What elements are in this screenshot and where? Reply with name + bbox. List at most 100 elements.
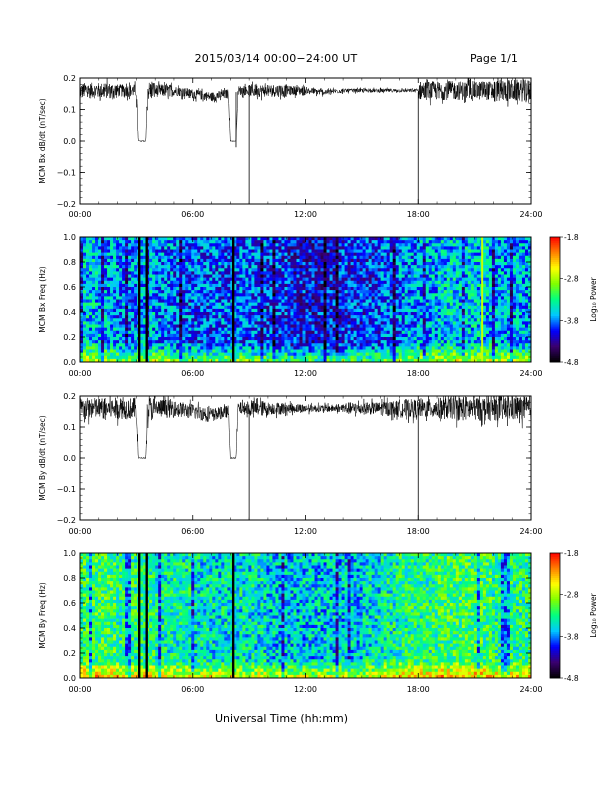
heatmap-cell — [365, 258, 369, 263]
heatmap-cell — [338, 274, 342, 278]
heatmap-cell — [206, 240, 210, 244]
heatmap-cell — [164, 240, 168, 244]
heatmap-cell — [134, 240, 138, 244]
heatmap-cell — [356, 271, 360, 275]
heatmap-cell — [392, 246, 396, 250]
heatmap-cell — [191, 349, 195, 353]
heatmap-cell — [314, 287, 318, 291]
heatmap-cell — [251, 287, 255, 291]
heatmap-cell — [410, 246, 415, 250]
heatmap-cell — [218, 324, 222, 328]
heatmap-cell — [203, 280, 207, 285]
heatmap-cell — [329, 358, 333, 363]
heatmap-cell — [134, 346, 138, 350]
heatmap-cell — [200, 352, 204, 357]
heatmap-cell — [155, 358, 159, 363]
heatmap-cell — [239, 277, 243, 282]
heatmap-cell — [272, 302, 276, 307]
heatmap-cell — [311, 315, 315, 319]
heatmap-cell — [128, 305, 132, 310]
heatmap-cell — [161, 258, 165, 263]
heatmap-cell — [332, 324, 336, 328]
heatmap-cell — [128, 249, 132, 253]
heatmap-cell — [128, 324, 132, 328]
heatmap-cell — [389, 271, 393, 275]
heatmap-cell — [332, 337, 336, 341]
heatmap-cell — [353, 355, 357, 360]
heatmap-cell — [296, 330, 300, 335]
heatmap-cell — [362, 268, 366, 272]
heatmap-cell — [287, 277, 291, 282]
heatmap-cell — [155, 321, 159, 325]
x-tick-label: 18:00 — [407, 210, 430, 219]
heatmap-cell — [254, 349, 258, 353]
heatmap-cell — [437, 237, 442, 241]
heatmap-cell — [335, 321, 339, 325]
heatmap-cell — [131, 337, 135, 341]
heatmap-cell — [281, 312, 285, 316]
heatmap-cell — [431, 308, 436, 313]
heatmap-cell — [197, 280, 201, 285]
heatmap-cell — [194, 252, 198, 257]
heatmap-cell — [269, 265, 273, 269]
heatmap-cell — [194, 243, 198, 247]
heatmap-cell — [356, 240, 360, 244]
heatmap-cell — [98, 287, 102, 291]
heatmap-cell — [209, 358, 213, 363]
heatmap-cell — [443, 265, 448, 269]
heatmap-cell — [356, 252, 360, 257]
heatmap-cell — [83, 305, 87, 310]
heatmap-cell — [434, 299, 439, 303]
heatmap-cell — [131, 277, 135, 282]
heatmap-cell — [218, 246, 222, 250]
heatmap-cell — [200, 280, 204, 285]
heatmap-cell — [149, 262, 153, 266]
heatmap-cell — [359, 312, 363, 316]
heatmap-cell — [107, 333, 111, 338]
heatmap-cell — [362, 333, 366, 338]
heatmap-cell — [311, 255, 315, 260]
heatmap-cell — [437, 327, 442, 332]
heatmap-cell — [356, 255, 360, 260]
heatmap-cell — [191, 340, 195, 344]
heatmap-cell — [275, 315, 279, 319]
heatmap-cell — [161, 293, 165, 297]
heatmap-cell — [179, 258, 183, 263]
heatmap-cell — [323, 283, 327, 288]
heatmap-cell — [431, 265, 436, 269]
heatmap-cell — [326, 337, 330, 341]
heatmap-cell — [320, 349, 324, 353]
heatmap-cell — [305, 312, 309, 316]
heatmap-cell — [248, 337, 252, 341]
heatmap-cell — [413, 246, 418, 250]
heatmap-cell — [173, 280, 177, 285]
heatmap-cell — [245, 312, 249, 316]
heatmap-cell — [143, 293, 147, 297]
heatmap-cell — [236, 268, 240, 272]
heatmap-cell — [194, 240, 198, 244]
heatmap-cell — [170, 293, 174, 297]
heatmap-cell — [305, 296, 309, 300]
heatmap-cell — [350, 265, 354, 269]
heatmap-cell — [293, 258, 297, 263]
heatmap-cell — [173, 330, 177, 335]
heatmap-cell — [278, 237, 282, 241]
heatmap-cell — [314, 262, 318, 266]
heatmap-cell — [260, 324, 264, 328]
heatmap-cell — [113, 280, 117, 285]
heatmap-cell — [368, 249, 372, 253]
heatmap-cell — [443, 327, 448, 332]
heatmap-cell — [374, 271, 378, 275]
heatmap-cell — [410, 312, 415, 316]
heatmap-cell — [95, 321, 99, 325]
heatmap-cell — [398, 315, 403, 319]
heatmap-cell — [416, 290, 421, 294]
heatmap-cell — [413, 290, 418, 294]
heatmap-cell — [119, 340, 123, 344]
heatmap-cell — [338, 283, 342, 288]
heatmap-cell — [206, 333, 210, 338]
heatmap-cell — [101, 333, 105, 338]
heatmap-cell — [410, 271, 415, 275]
heatmap-cell — [281, 333, 285, 338]
heatmap-cell — [185, 262, 189, 266]
